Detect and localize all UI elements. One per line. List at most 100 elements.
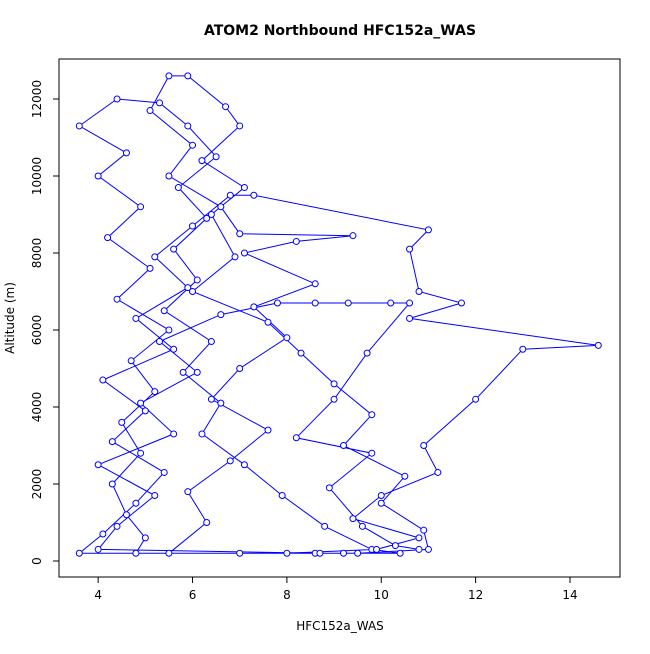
y-tick-label: 0 (30, 557, 44, 565)
data-point (198, 157, 206, 165)
data-point (387, 299, 395, 307)
chart-title: ATOM2 Northbound HFC152a_WAS (204, 23, 476, 39)
y-tick-label: 12000 (30, 80, 44, 118)
data-point (146, 107, 154, 115)
data-line (77, 75, 599, 554)
y-tick-label: 2000 (30, 469, 44, 500)
data-point (155, 99, 163, 107)
data-point (94, 172, 102, 180)
data-point (193, 276, 201, 284)
data-point (193, 368, 201, 376)
data-point (434, 468, 442, 476)
data-point (75, 122, 83, 130)
data-point (236, 122, 244, 130)
data-point (264, 426, 272, 434)
data-point (424, 226, 432, 234)
data-point (340, 549, 348, 557)
data-point (132, 499, 140, 507)
data-point (94, 545, 102, 553)
data-point (321, 522, 329, 530)
data-point (420, 526, 428, 534)
data-point (132, 549, 140, 557)
data-point (160, 468, 168, 476)
data-point (358, 522, 366, 530)
data-point (226, 191, 234, 199)
data-point (415, 545, 423, 553)
data-point (165, 172, 173, 180)
data-point (217, 311, 225, 319)
data-point (104, 234, 112, 242)
data-point (292, 434, 300, 442)
data-point (330, 395, 338, 403)
data-point (236, 364, 244, 372)
data-point (189, 222, 197, 230)
y-tick-label: 8000 (30, 238, 44, 269)
data-point (472, 395, 480, 403)
data-point (415, 534, 423, 542)
data-point (273, 299, 281, 307)
data-point (184, 72, 192, 80)
data-point (226, 457, 234, 465)
data-point (297, 349, 305, 357)
data-point (217, 203, 225, 211)
data-point (240, 461, 248, 469)
data-point (406, 314, 414, 322)
data-point (184, 488, 192, 496)
data-point (236, 230, 244, 238)
data-point (457, 299, 465, 307)
x-tick-label: 8 (283, 588, 291, 602)
x-tick-label: 6 (189, 588, 197, 602)
data-point (217, 399, 225, 407)
data-point (207, 338, 215, 346)
data-point (137, 449, 145, 457)
y-axis-label: Altitude (m) (3, 282, 17, 354)
data-point (377, 492, 385, 500)
data-point (396, 549, 404, 557)
data-point (184, 122, 192, 130)
x-tick-label: 4 (94, 588, 102, 602)
data-point (160, 307, 168, 315)
data-point (127, 357, 135, 365)
data-point (415, 287, 423, 295)
data-point (99, 376, 107, 384)
data-point (391, 542, 399, 550)
data-point (363, 349, 371, 357)
data-point (207, 395, 215, 403)
data-point (122, 149, 130, 157)
data-point (349, 232, 357, 240)
data-point (207, 210, 215, 218)
data-point (594, 341, 602, 349)
data-point (311, 299, 319, 307)
data-point (113, 295, 121, 303)
y-tick-label: 10000 (30, 157, 44, 195)
data-point (113, 522, 121, 530)
x-tick-label: 14 (562, 588, 577, 602)
plot-frame (58, 58, 621, 578)
data-point (132, 314, 140, 322)
data-point (189, 287, 197, 295)
data-point (222, 103, 230, 111)
data-point (250, 303, 258, 311)
data-point (165, 549, 173, 557)
data-point (113, 95, 121, 103)
x-tick-label: 10 (374, 588, 389, 602)
data-point (283, 334, 291, 342)
data-point (165, 72, 173, 80)
data-point (283, 549, 291, 557)
data-point (349, 515, 357, 523)
data-point (325, 484, 333, 492)
data-point (75, 549, 83, 557)
data-point (179, 368, 187, 376)
data-point (99, 530, 107, 538)
data-point (373, 545, 381, 553)
data-point (250, 191, 258, 199)
data-point (184, 284, 192, 292)
data-point (122, 511, 130, 519)
data-point (377, 499, 385, 507)
data-point (170, 245, 178, 253)
data-point (292, 237, 300, 245)
data-point (137, 203, 145, 211)
data-point (108, 438, 116, 446)
